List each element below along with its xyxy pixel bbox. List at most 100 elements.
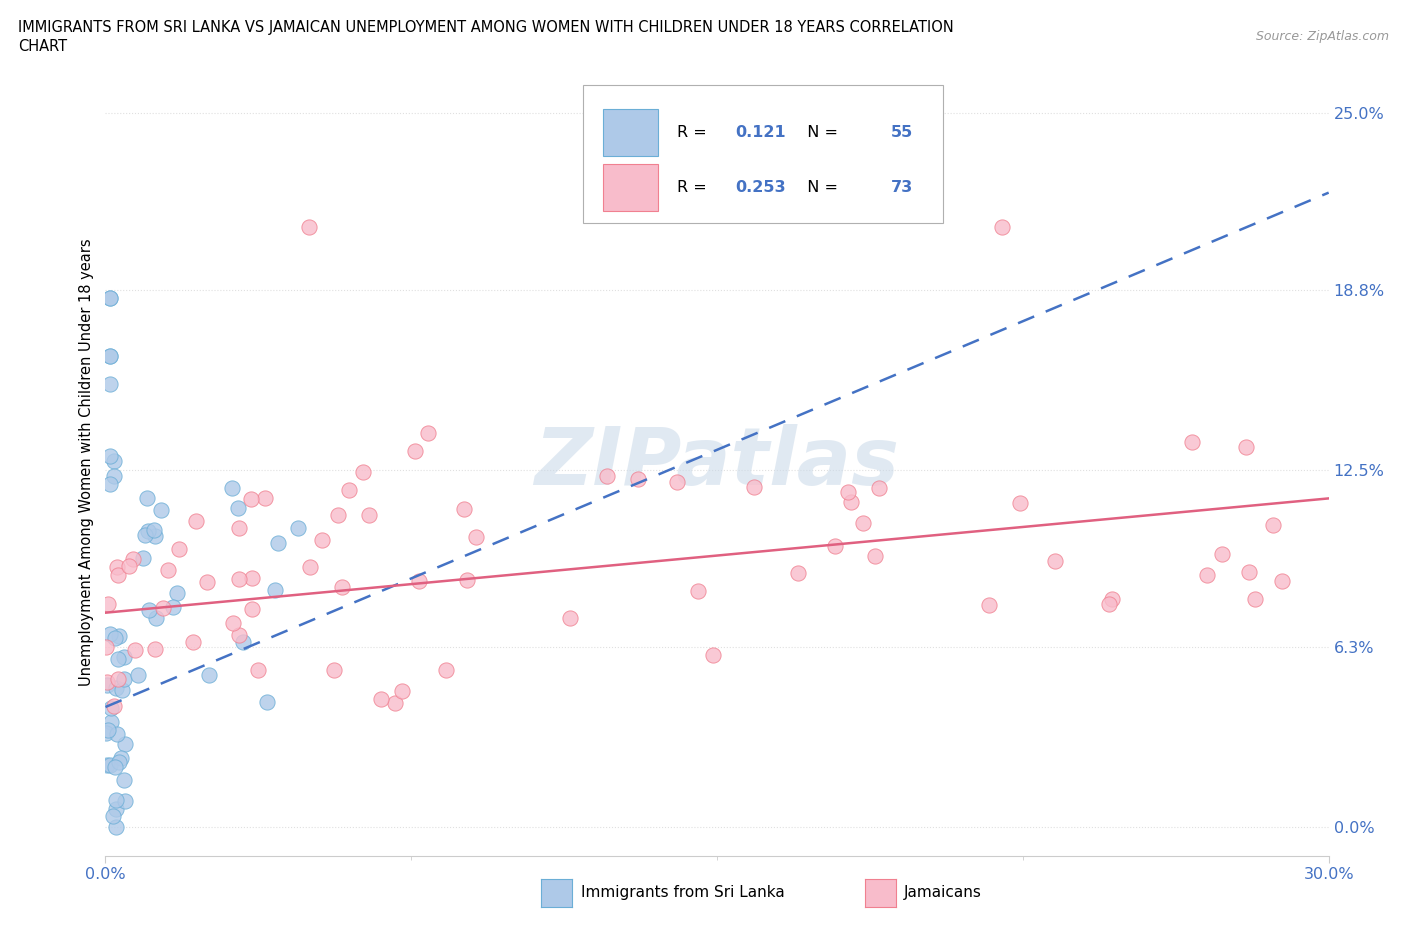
Point bbox=[627, 472, 650, 486]
Point bbox=[408, 573, 430, 588]
Point bbox=[98, 291, 121, 306]
Point bbox=[114, 793, 136, 808]
Point bbox=[103, 698, 125, 713]
Point bbox=[1181, 434, 1204, 449]
Point bbox=[132, 551, 155, 565]
Point bbox=[253, 490, 276, 505]
Point bbox=[114, 650, 136, 665]
Point bbox=[98, 758, 121, 773]
Point bbox=[98, 348, 121, 363]
Point bbox=[96, 596, 118, 611]
Point bbox=[94, 725, 117, 740]
Text: Immigrants from Sri Lanka: Immigrants from Sri Lanka bbox=[581, 885, 785, 900]
Point bbox=[105, 792, 128, 807]
Point bbox=[456, 573, 478, 588]
Point bbox=[311, 533, 333, 548]
Point bbox=[298, 560, 321, 575]
Point bbox=[240, 602, 263, 617]
Point bbox=[228, 572, 250, 587]
Point bbox=[145, 610, 167, 625]
Point bbox=[149, 502, 172, 517]
Text: 0.253: 0.253 bbox=[735, 180, 786, 195]
Point bbox=[96, 674, 118, 689]
Point bbox=[1101, 592, 1123, 607]
Point bbox=[1010, 496, 1032, 511]
Point bbox=[665, 474, 688, 489]
Point bbox=[104, 801, 127, 816]
Point bbox=[104, 631, 127, 645]
Point bbox=[136, 491, 159, 506]
Point bbox=[228, 520, 250, 535]
Point bbox=[181, 635, 204, 650]
Point bbox=[221, 480, 243, 495]
Point bbox=[143, 528, 166, 543]
Point bbox=[232, 634, 254, 649]
Point bbox=[453, 501, 475, 516]
Point bbox=[112, 773, 135, 788]
Point bbox=[152, 600, 174, 615]
Point bbox=[127, 668, 149, 683]
Point bbox=[100, 714, 122, 729]
Point bbox=[742, 479, 765, 494]
Point bbox=[162, 600, 184, 615]
Point bbox=[107, 567, 129, 582]
Point bbox=[688, 583, 710, 598]
Point bbox=[195, 575, 218, 590]
Point bbox=[352, 464, 374, 479]
Point bbox=[465, 529, 488, 544]
Point bbox=[979, 597, 1001, 612]
Point bbox=[108, 629, 131, 644]
Point bbox=[596, 469, 619, 484]
Text: R =: R = bbox=[676, 126, 711, 140]
Point bbox=[103, 454, 125, 469]
Point bbox=[138, 603, 160, 618]
Text: IMMIGRANTS FROM SRI LANKA VS JAMAICAN UNEMPLOYMENT AMONG WOMEN WITH CHILDREN UND: IMMIGRANTS FROM SRI LANKA VS JAMAICAN UN… bbox=[18, 20, 955, 35]
Point bbox=[357, 508, 380, 523]
Point bbox=[434, 662, 457, 677]
Point bbox=[702, 647, 724, 662]
Point bbox=[98, 448, 121, 463]
Point bbox=[98, 377, 121, 392]
FancyBboxPatch shape bbox=[582, 86, 943, 223]
Point bbox=[108, 754, 131, 769]
Point bbox=[337, 483, 360, 498]
Point bbox=[330, 580, 353, 595]
Point bbox=[142, 523, 165, 538]
Point bbox=[166, 586, 188, 601]
Point bbox=[240, 571, 263, 586]
Point bbox=[104, 760, 127, 775]
Point bbox=[863, 549, 886, 564]
Point bbox=[1211, 546, 1233, 561]
Text: 0.121: 0.121 bbox=[735, 126, 786, 140]
Point bbox=[323, 662, 346, 677]
Point bbox=[114, 737, 136, 751]
Point bbox=[98, 291, 121, 306]
Text: Jamaicans: Jamaicans bbox=[904, 885, 981, 900]
Point bbox=[991, 219, 1014, 234]
Text: CHART: CHART bbox=[18, 39, 67, 54]
Point bbox=[1234, 440, 1257, 455]
Point bbox=[1263, 517, 1285, 532]
Text: ZIPatlas: ZIPatlas bbox=[534, 424, 900, 501]
Point bbox=[239, 492, 262, 507]
Point bbox=[186, 513, 208, 528]
Point bbox=[1043, 553, 1066, 568]
Point bbox=[105, 560, 128, 575]
Point bbox=[98, 627, 121, 642]
Point bbox=[156, 563, 179, 578]
Point bbox=[118, 558, 141, 573]
Point bbox=[143, 642, 166, 657]
Point bbox=[1271, 574, 1294, 589]
Point bbox=[198, 668, 221, 683]
Y-axis label: Unemployment Among Women with Children Under 18 years: Unemployment Among Women with Children U… bbox=[79, 239, 94, 686]
Point bbox=[104, 681, 127, 696]
Point bbox=[298, 219, 321, 234]
Point bbox=[839, 494, 862, 509]
Text: N =: N = bbox=[797, 126, 842, 140]
Point bbox=[107, 671, 129, 686]
Point bbox=[787, 565, 810, 580]
Point bbox=[134, 527, 156, 542]
Point bbox=[404, 444, 426, 458]
Point bbox=[112, 671, 135, 686]
Point bbox=[370, 692, 392, 707]
